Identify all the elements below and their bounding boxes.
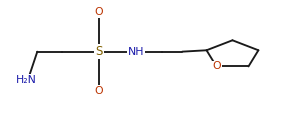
Text: O: O [95,86,103,96]
Text: O: O [212,61,221,71]
Text: S: S [95,45,103,58]
Text: H₂N: H₂N [16,75,37,85]
Text: NH: NH [128,47,145,57]
Text: O: O [95,7,103,17]
